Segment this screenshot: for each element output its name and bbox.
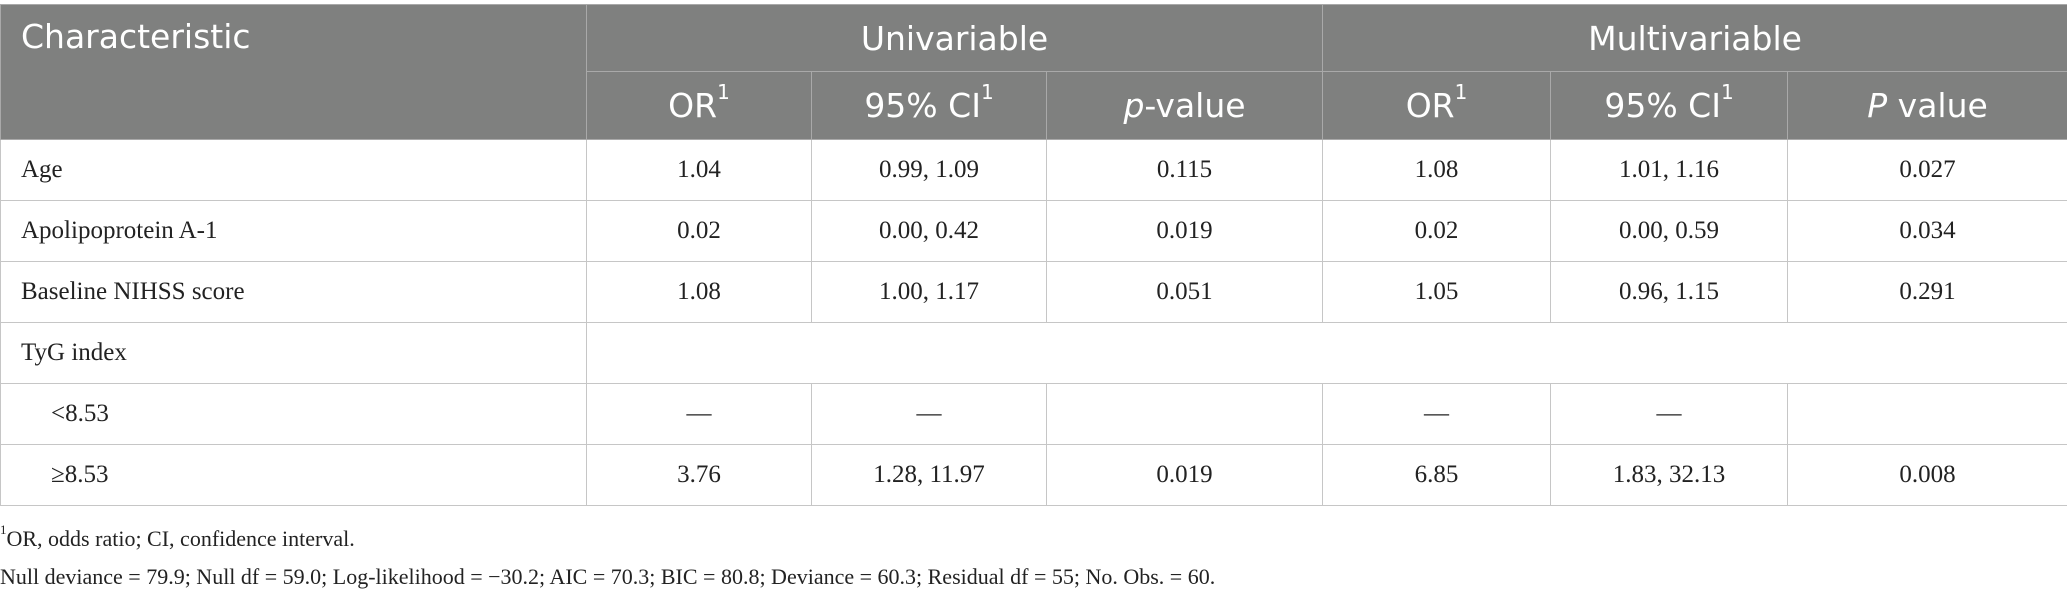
row-label: ≥8.53 bbox=[0, 444, 587, 506]
table-row-age: Age 1.04 0.99, 1.09 0.115 1.08 1.01, 1.1… bbox=[0, 139, 2067, 201]
cell-multi-ci: 0.00, 0.59 bbox=[1550, 200, 1789, 262]
cell-uni-p: 0.051 bbox=[1045, 261, 1324, 323]
header-uni-p-italic: p bbox=[1123, 86, 1145, 125]
cell-multi-p: 0.034 bbox=[1787, 200, 2067, 262]
cell-uni-p: 0.019 bbox=[1045, 200, 1324, 262]
table-body: Age 1.04 0.99, 1.09 0.115 1.08 1.01, 1.1… bbox=[0, 139, 2067, 506]
header-multi-or: OR1 bbox=[1322, 71, 1552, 140]
cell-uni-or: 1.08 bbox=[586, 261, 812, 323]
footnote-abbreviations: 1OR, odds ratio; CI, confidence interval… bbox=[0, 523, 355, 552]
header-multi-ci: 95% CI1 bbox=[1550, 71, 1789, 140]
table-row-tyg-group: TyG index bbox=[0, 322, 2067, 384]
cell-multi-or: 1.05 bbox=[1322, 261, 1552, 323]
row-label: Age bbox=[0, 139, 587, 201]
header-row-groups: Characteristic Univariable Multivariable bbox=[0, 4, 2067, 140]
regression-table-container: Characteristic Univariable Multivariable… bbox=[0, 4, 2067, 506]
footnote-model-stats: Null deviance = 79.9; Null df = 59.0; Lo… bbox=[0, 564, 1216, 589]
cell-multi-p: 0.008 bbox=[1787, 444, 2067, 506]
cell-uni-p: 0.019 bbox=[1045, 444, 1324, 506]
cell-multi-ci: 0.96, 1.15 bbox=[1550, 261, 1789, 323]
header-univariable: Univariable bbox=[585, 4, 1324, 72]
footnote-abbreviations-text: OR, odds ratio; CI, confidence interval. bbox=[6, 526, 355, 551]
row-label: TyG index bbox=[0, 322, 587, 384]
cell-multi-ci: 1.83, 32.13 bbox=[1550, 444, 1789, 506]
footnote-mark: 1 bbox=[717, 80, 730, 104]
cell-multi-p: 0.027 bbox=[1787, 139, 2067, 201]
cell-multi-or: — bbox=[1322, 383, 1552, 445]
cell-multi-or: 0.02 bbox=[1322, 200, 1552, 262]
table-row-apolipoprotein: Apolipoprotein A-1 0.02 0.00, 0.42 0.019… bbox=[0, 200, 2067, 262]
cell-uni-ci: 1.28, 11.97 bbox=[811, 444, 1047, 506]
cell-multi-p bbox=[1787, 383, 2067, 445]
header-row-columns: OR1 95% CI1 p-value OR1 95% CI1 P value bbox=[1, 71, 2067, 140]
row-label: Baseline NIHSS score bbox=[0, 261, 587, 323]
cell-multi-ci: — bbox=[1550, 383, 1789, 445]
cell-uni-p bbox=[1045, 383, 1324, 445]
group-row-spacer bbox=[586, 322, 2067, 384]
cell-multi-or: 1.08 bbox=[1322, 139, 1552, 201]
cell-uni-or: 0.02 bbox=[586, 200, 812, 262]
row-label: <8.53 bbox=[0, 383, 587, 445]
footnote-mark: 1 bbox=[1720, 80, 1734, 104]
header-multi-ci-label: 95% CI bbox=[1604, 86, 1721, 125]
table-header: Characteristic Univariable Multivariable… bbox=[0, 4, 2067, 140]
header-multi-p-italic: P bbox=[1867, 86, 1888, 125]
footnote-mark: 1 bbox=[980, 80, 994, 104]
header-uni-ci-label: 95% CI bbox=[864, 86, 981, 125]
header-uni-ci: 95% CI1 bbox=[811, 71, 1047, 140]
footnote-mark: 1 bbox=[0, 522, 7, 537]
cell-uni-ci: — bbox=[811, 383, 1047, 445]
row-label: Apolipoprotein A-1 bbox=[0, 200, 587, 262]
cell-uni-ci: 1.00, 1.17 bbox=[811, 261, 1047, 323]
cell-uni-or: 1.04 bbox=[586, 139, 812, 201]
cell-uni-or: — bbox=[586, 383, 812, 445]
cell-uni-p: 0.115 bbox=[1045, 139, 1324, 201]
cell-multi-p: 0.291 bbox=[1787, 261, 2067, 323]
header-uni-or-label: OR bbox=[668, 86, 718, 125]
header-multi-p-rest: value bbox=[1887, 86, 1988, 125]
cell-uni-ci: 0.00, 0.42 bbox=[811, 200, 1047, 262]
header-uni-p-rest: -value bbox=[1144, 86, 1246, 125]
header-multi-or-label: OR bbox=[1405, 86, 1455, 125]
regression-table: Characteristic Univariable Multivariable… bbox=[0, 4, 2067, 506]
table-row-nihss: Baseline NIHSS score 1.08 1.00, 1.17 0.0… bbox=[0, 261, 2067, 323]
cell-uni-or: 3.76 bbox=[586, 444, 812, 506]
header-uni-or: OR1 bbox=[586, 71, 812, 140]
cell-uni-ci: 0.99, 1.09 bbox=[811, 139, 1047, 201]
footnote-mark: 1 bbox=[1454, 80, 1468, 104]
table-row-tyg-low: <8.53 — — — — bbox=[0, 383, 2067, 445]
header-characteristic: Characteristic bbox=[0, 4, 587, 140]
cell-multi-ci: 1.01, 1.16 bbox=[1550, 139, 1789, 201]
header-multi-p: P value bbox=[1787, 71, 2067, 140]
table-row-tyg-high: ≥8.53 3.76 1.28, 11.97 0.019 6.85 1.83, … bbox=[0, 444, 2067, 506]
cell-multi-or: 6.85 bbox=[1322, 444, 1552, 506]
header-uni-p: p-value bbox=[1045, 71, 1324, 140]
header-multivariable: Multivariable bbox=[1322, 4, 2067, 72]
